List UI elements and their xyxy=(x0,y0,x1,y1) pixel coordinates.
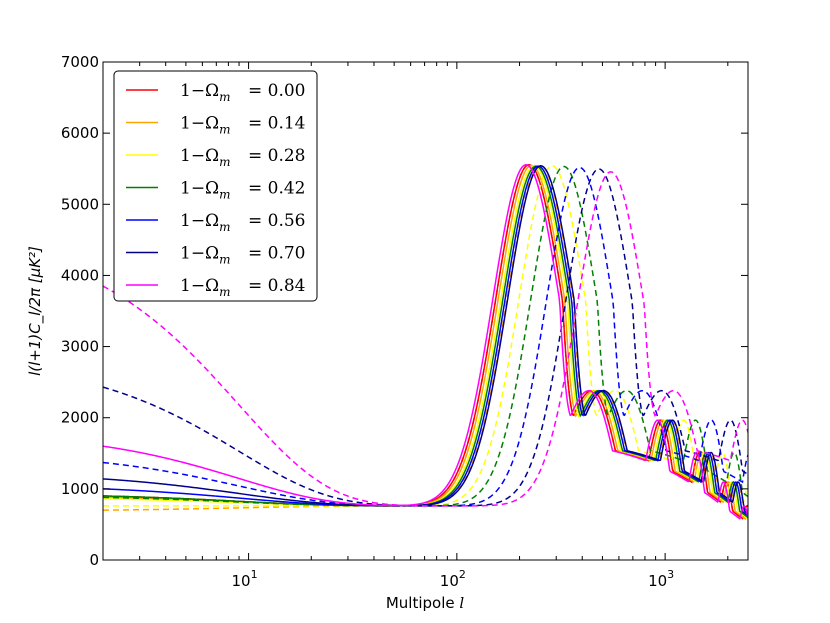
y-tick-label: 3000 xyxy=(61,338,99,356)
legend-label: 1−Ωm = 0.28 xyxy=(180,146,306,169)
legend-label: 1−Ωm = 0.14 xyxy=(180,114,306,137)
y-tick-label: 5000 xyxy=(61,195,99,213)
y-tick-label: 0 xyxy=(89,551,99,569)
legend-label: 1−Ωm = 0.56 xyxy=(180,211,306,234)
legend: 1−Ωm = 0.00 1−Ωm = 0.14 1−Ωm = 0.28 1−Ωm = 0.42… xyxy=(113,70,318,302)
curve-group xyxy=(103,163,748,521)
x-tick-labels: 101 102 103 xyxy=(232,568,675,590)
y-tick-label: 6000 xyxy=(61,124,99,142)
legend-label: 1−Ωm = 0.84 xyxy=(180,276,306,299)
plot-frame xyxy=(102,61,749,561)
y-tick-labels: 0 1000 2000 3000 4000 5000 6000 7000 xyxy=(61,53,99,569)
y-tick-label: 2000 xyxy=(61,409,99,427)
legend-label: 1−Ωm = 0.42 xyxy=(180,179,306,202)
series-dashed-line-4 xyxy=(103,166,748,507)
legend-box xyxy=(113,70,318,302)
x-tick-label: 101 xyxy=(232,568,258,590)
y-tick-label: 1000 xyxy=(61,480,99,498)
plot-area xyxy=(102,61,749,561)
legend-label: 1−Ωm = 0.70 xyxy=(180,244,306,267)
x-tick-label: 103 xyxy=(648,568,674,590)
y-tick-label: 4000 xyxy=(61,266,99,284)
tick-group xyxy=(102,61,748,561)
x-axis-label: Multipole l xyxy=(386,594,465,612)
legend-items: 1−Ωm = 0.00 1−Ωm = 0.14 1−Ωm = 0.28 1−Ωm = 0.42… xyxy=(126,81,306,299)
y-axis-label: l(l+1)C_l/2π [μK²] xyxy=(26,246,45,376)
series-dashed-line-6 xyxy=(103,171,748,507)
y-tick-label: 7000 xyxy=(61,53,99,71)
x-tick-label: 102 xyxy=(440,568,466,590)
series-solid-line-6 xyxy=(103,163,748,520)
series-dashed-line-5 xyxy=(103,168,748,507)
legend-label: 1−Ωm = 0.00 xyxy=(180,81,306,104)
